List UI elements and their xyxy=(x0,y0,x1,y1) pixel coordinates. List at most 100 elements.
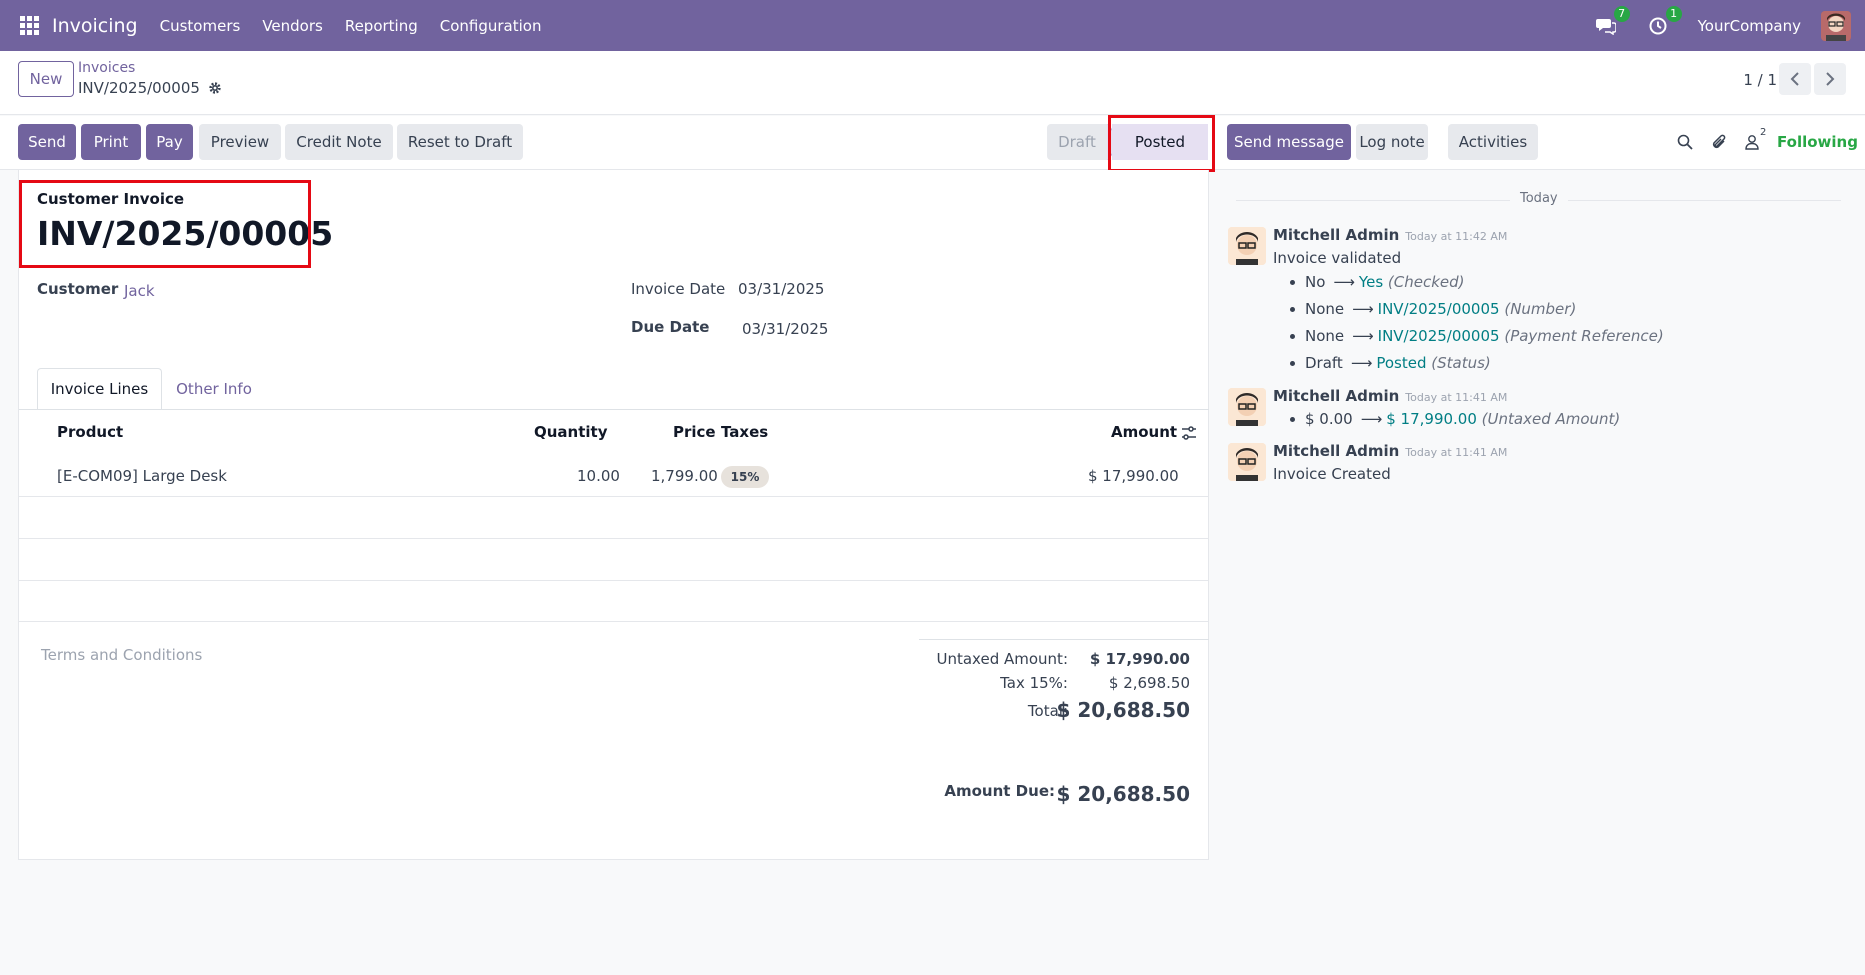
followers-icon[interactable] xyxy=(1744,134,1760,150)
status-draft[interactable]: Draft xyxy=(1047,124,1107,160)
user-avatar[interactable] xyxy=(1821,10,1851,41)
arrow-right-icon: ⟶ xyxy=(1352,327,1374,345)
avatar[interactable] xyxy=(1228,227,1266,265)
tax-value: $ 2,698.50 xyxy=(1108,674,1190,692)
messages-badge: 7 xyxy=(1613,5,1630,22)
activities-badge: 1 xyxy=(1665,5,1682,22)
status-posted[interactable]: Posted xyxy=(1112,124,1208,160)
new-button[interactable]: New xyxy=(18,61,74,97)
change-new-value: INV/2025/00005 xyxy=(1377,327,1500,345)
breadcrumb-current-label: INV/2025/00005 xyxy=(78,79,200,97)
untaxed-amount-value: $ 17,990.00 xyxy=(1089,650,1190,668)
breadcrumb-current: INV/2025/00005 xyxy=(78,79,222,97)
change-old-value: No xyxy=(1305,273,1326,291)
activities-button[interactable]: Activities xyxy=(1448,124,1538,160)
message-author: Mitchell Admin Today at 11:41 AM xyxy=(1273,442,1507,460)
change-old-value: None xyxy=(1305,300,1345,318)
activities-clock-icon[interactable]: 1 xyxy=(1646,5,1682,38)
top-navbar: Invoicing Customers Vendors Reporting Co… xyxy=(0,0,1865,51)
column-product[interactable]: Product xyxy=(57,423,124,441)
company-switcher[interactable]: YourCompany xyxy=(1697,16,1801,35)
tab-other-info[interactable]: Other Info xyxy=(176,380,252,398)
customer-field[interactable]: Jack xyxy=(124,282,155,300)
avatar[interactable] xyxy=(1228,388,1266,426)
send-message-button[interactable]: Send message xyxy=(1227,124,1351,160)
untaxed-amount-label: Untaxed Amount: xyxy=(936,650,1069,668)
send-button[interactable]: Send xyxy=(18,124,76,160)
change-old-value: Draft xyxy=(1305,354,1343,372)
invoice-date-label: Invoice Date xyxy=(631,280,726,298)
message-author-name[interactable]: Mitchell Admin xyxy=(1273,226,1400,244)
line-product[interactable]: [E-COM09] Large Desk xyxy=(57,467,227,485)
row-divider xyxy=(19,538,1209,539)
due-date-field[interactable]: 03/31/2025 xyxy=(742,320,829,338)
messages-icon[interactable]: 7 xyxy=(1594,5,1630,38)
tracking-change-item: No ⟶ Yes (Checked) xyxy=(1290,273,1465,291)
amount-due-label: Amount Due: xyxy=(944,782,1055,800)
change-old-value: $ 0.00 xyxy=(1305,410,1353,428)
gear-icon[interactable] xyxy=(208,81,222,95)
menu-configuration[interactable]: Configuration xyxy=(439,16,542,35)
preview-button[interactable]: Preview xyxy=(199,124,281,160)
total-value: $ 20,688.50 xyxy=(1056,698,1191,722)
tracking-change-item: $ 0.00 ⟶ $ 17,990.00 (Untaxed Amount) xyxy=(1290,410,1620,428)
following-button[interactable]: Following xyxy=(1777,133,1858,151)
app-name[interactable]: Invoicing xyxy=(52,14,138,37)
terms-conditions-field[interactable]: Terms and Conditions xyxy=(41,646,203,664)
message-body: Invoice validated xyxy=(1273,249,1402,267)
totals-divider xyxy=(919,639,1209,640)
arrow-right-icon: ⟶ xyxy=(1360,410,1383,428)
tracking-change-item: Draft ⟶ Posted (Status) xyxy=(1290,354,1491,372)
tax-label: Tax 15%: xyxy=(1000,674,1068,692)
arrow-right-icon: ⟶ xyxy=(1350,354,1373,372)
avatar[interactable] xyxy=(1228,443,1266,481)
chevron-left-icon xyxy=(1790,72,1799,86)
pager-previous-button[interactable] xyxy=(1779,63,1811,95)
line-tax-badge[interactable]: 15% xyxy=(721,466,769,488)
search-icon[interactable] xyxy=(1677,134,1693,150)
line-quantity[interactable]: 10.00 xyxy=(577,467,620,485)
reset-to-draft-button[interactable]: Reset to Draft xyxy=(397,124,523,160)
change-field-name: (Status) xyxy=(1431,354,1491,372)
customer-label: Customer xyxy=(37,280,119,298)
column-settings-icon[interactable] xyxy=(1181,425,1197,441)
chatter-toolbar: Send message Log note Activities 2 Follo… xyxy=(1217,116,1865,170)
pager-next-button[interactable] xyxy=(1814,63,1846,95)
message-author-name[interactable]: Mitchell Admin xyxy=(1273,387,1400,405)
change-old-value: None xyxy=(1305,327,1345,345)
line-amount: $ 17,990.00 xyxy=(1088,467,1179,485)
change-new-value: INV/2025/00005 xyxy=(1377,300,1500,318)
credit-note-button[interactable]: Credit Note xyxy=(285,124,393,160)
highlight-box-invoice-title xyxy=(19,180,311,268)
column-taxes[interactable]: Taxes xyxy=(721,423,769,441)
change-new-value: $ 17,990.00 xyxy=(1386,410,1477,428)
change-field-name: (Number) xyxy=(1504,300,1577,318)
row-divider xyxy=(19,621,1209,622)
row-divider xyxy=(19,580,1209,581)
change-new-value: Yes xyxy=(1358,273,1384,291)
amount-due-value: $ 20,688.50 xyxy=(1056,782,1191,806)
message-timestamp: Today at 11:41 AM xyxy=(1405,446,1508,459)
print-button[interactable]: Print xyxy=(81,124,141,160)
column-price[interactable]: Price xyxy=(673,423,716,441)
apps-grid-icon[interactable] xyxy=(20,15,40,36)
pay-button[interactable]: Pay xyxy=(146,124,193,160)
menu-reporting[interactable]: Reporting xyxy=(344,16,418,35)
menu-customers[interactable]: Customers xyxy=(159,16,241,35)
change-field-name: (Untaxed Amount) xyxy=(1481,410,1621,428)
menu-vendors[interactable]: Vendors xyxy=(262,16,323,35)
breadcrumb-invoices[interactable]: Invoices xyxy=(78,60,136,76)
message-author-name[interactable]: Mitchell Admin xyxy=(1273,442,1400,460)
followers-count: 2 xyxy=(1760,127,1767,138)
tab-divider xyxy=(19,409,1209,410)
total-label: Total: xyxy=(1027,702,1068,720)
paperclip-icon[interactable] xyxy=(1711,133,1727,151)
line-price[interactable]: 1,799.00 xyxy=(651,467,718,485)
invoice-date-field[interactable]: 03/31/2025 xyxy=(738,280,825,298)
tab-invoice-lines[interactable]: Invoice Lines xyxy=(37,368,162,410)
log-note-button[interactable]: Log note xyxy=(1356,124,1428,160)
column-quantity[interactable]: Quantity xyxy=(534,423,608,441)
pager-value[interactable]: 1 / 1 xyxy=(1743,71,1777,89)
column-amount[interactable]: Amount xyxy=(1111,423,1178,441)
arrow-right-icon: ⟶ xyxy=(1333,273,1355,291)
